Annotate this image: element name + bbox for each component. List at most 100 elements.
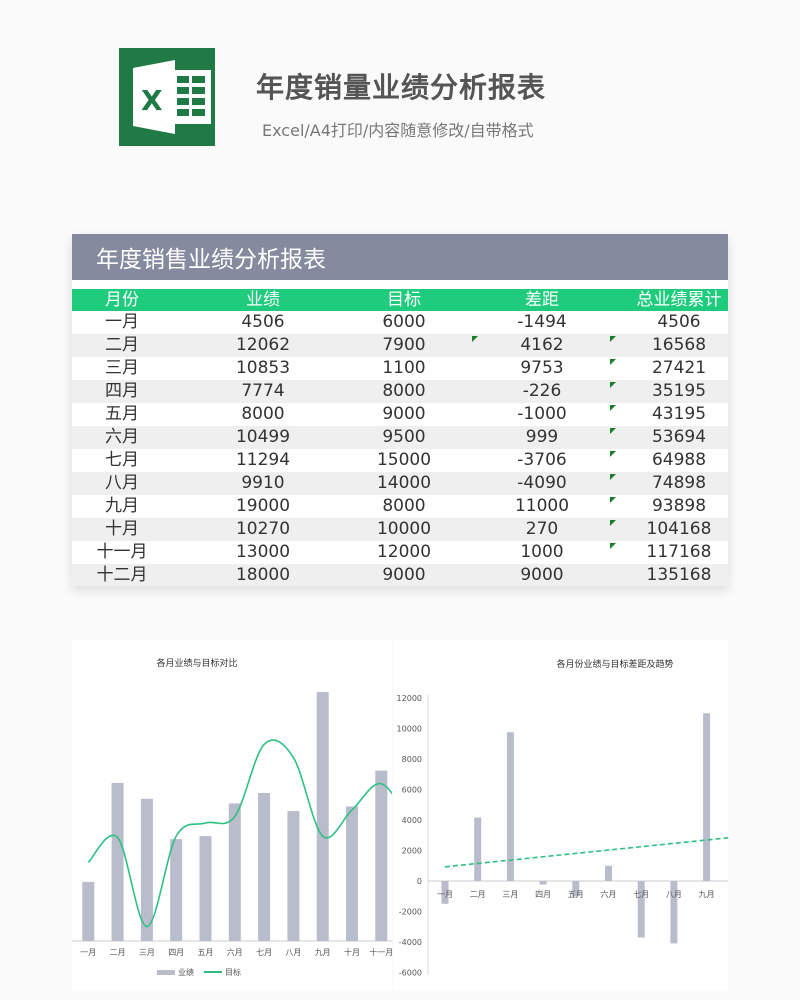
cell-sales: 19000 xyxy=(235,496,291,516)
cell-gap: -1494 xyxy=(517,312,567,332)
bar-sales xyxy=(346,806,358,941)
cell-cumulative: 64988 xyxy=(651,450,707,470)
error-indicator-icon xyxy=(610,474,616,480)
cell-month: 十二月 xyxy=(96,565,148,585)
cell-cumulative: 16568 xyxy=(651,335,707,355)
bar-sales xyxy=(82,881,95,941)
error-indicator-icon xyxy=(610,359,616,365)
table-row: 九月 19000 8000 11000 93898 xyxy=(72,495,728,518)
cell-target: 12000 xyxy=(376,542,432,562)
x-tick-label: 六月 xyxy=(601,889,617,899)
bar-gap xyxy=(703,713,711,881)
cell-target: 9000 xyxy=(382,404,426,424)
chart-svg: 各月业绩与目标对比一月二月三月四月五月六月七月八月九月十月十一月十二月业绩目标 xyxy=(72,657,392,977)
cell-sales: 10853 xyxy=(235,358,291,378)
cell-month: 十一月 xyxy=(96,542,148,562)
x-tick-label: 六月 xyxy=(227,947,243,957)
error-indicator-icon xyxy=(610,336,616,342)
cell-month: 一月 xyxy=(105,312,139,332)
bar-gap xyxy=(670,881,678,944)
bar-gap xyxy=(572,881,580,897)
cell-month: 九月 xyxy=(105,496,139,516)
error-indicator-icon xyxy=(610,405,616,411)
cell-month: 二月 xyxy=(105,335,139,355)
cell-sales: 10499 xyxy=(235,427,291,447)
cell-sales: 18000 xyxy=(235,565,291,585)
error-indicator-icon xyxy=(472,336,478,342)
cell-cumulative: 117168 xyxy=(646,542,712,562)
bar-gap xyxy=(539,881,547,885)
cell-target: 9500 xyxy=(382,427,426,447)
x-tick-label: 一月 xyxy=(437,890,453,899)
table-row: 十月 10270 10000 270 104168 xyxy=(72,518,728,541)
bar-gap xyxy=(637,881,645,938)
cell-target: 14000 xyxy=(376,473,432,493)
cell-target: 6000 xyxy=(382,312,426,332)
bar-sales xyxy=(111,782,124,941)
bar-sales xyxy=(170,839,183,941)
logo-letter: X xyxy=(141,84,163,117)
error-indicator-icon xyxy=(610,451,616,457)
cell-sales: 8000 xyxy=(241,404,285,424)
page-title: 年度销量业绩分析报表 xyxy=(256,71,547,104)
cell-month: 七月 xyxy=(105,450,139,470)
y-tick-label: 4000 xyxy=(402,816,422,825)
cell-cumulative: 135168 xyxy=(646,565,712,585)
col-month: 月份 xyxy=(105,290,139,310)
y-tick-label: 10000 xyxy=(397,725,422,734)
table-header: 月份 业绩 目标 差距 总业绩累计 xyxy=(72,289,728,311)
table-row: 五月 8000 9000 -1000 43195 xyxy=(72,403,728,426)
x-tick-label: 三月 xyxy=(139,948,155,957)
bar-sales xyxy=(258,792,271,941)
cell-cumulative: 104168 xyxy=(646,519,712,539)
error-indicator-icon xyxy=(610,497,616,503)
cell-cumulative: 4506 xyxy=(657,312,701,332)
cell-target: 15000 xyxy=(376,450,432,470)
table-row: 三月 10853 1100 9753 27421 xyxy=(72,357,728,380)
cell-target: 9000 xyxy=(382,565,426,585)
bar-sales xyxy=(199,836,212,941)
cell-gap: -226 xyxy=(522,381,562,401)
x-tick-label: 十月 xyxy=(344,947,360,957)
cell-gap: 9000 xyxy=(520,565,564,585)
cell-sales: 12062 xyxy=(235,335,291,355)
cell-gap: 9753 xyxy=(520,358,564,378)
table-row: 十二月 18000 9000 9000 135168 xyxy=(72,564,728,586)
chart-title: 各月业绩与目标对比 xyxy=(156,657,237,669)
cell-gap: 1000 xyxy=(520,542,564,562)
cell-sales: 10270 xyxy=(235,519,291,539)
cell-gap: 11000 xyxy=(514,496,570,516)
x-tick-label: 九月 xyxy=(699,890,715,899)
sales-table-panel: 年度销售业绩分析报表 月份 业绩 目标 差距 总业绩累计 一月 4506 6000 -… xyxy=(72,234,728,586)
cell-target: 8000 xyxy=(382,381,426,401)
bar-sales xyxy=(228,803,241,941)
bar-sales xyxy=(140,798,153,941)
legend-label-sales: 业绩 xyxy=(178,967,194,977)
error-indicator-icon xyxy=(610,382,616,388)
cell-gap: -3706 xyxy=(517,450,567,470)
y-tick-label: -4000 xyxy=(399,938,422,947)
y-tick-label: 0 xyxy=(417,877,422,886)
cell-sales: 13000 xyxy=(235,542,291,562)
gap-trend-chart: 各月份业绩与目标差距及趋势 12000 10000 8000 6000 4000 2000 0… xyxy=(394,640,728,990)
cell-gap: -1000 xyxy=(517,404,567,424)
table-row: 八月 9910 14000 -4090 74898 xyxy=(72,472,728,495)
cell-gap: 270 xyxy=(525,519,559,539)
legend-swatch-sales xyxy=(157,970,175,975)
excel-logo: X xyxy=(119,48,215,146)
y-tick-label: -2000 xyxy=(399,908,422,917)
bar-sales xyxy=(316,692,329,941)
col-gap: 差距 xyxy=(525,290,559,310)
x-tick-label: 三月 xyxy=(502,890,518,899)
y-tick-label: 6000 xyxy=(402,786,422,795)
x-tick-label: 十一月 xyxy=(369,947,392,957)
x-tick-label: 七月 xyxy=(256,948,272,957)
cell-sales: 7774 xyxy=(241,381,285,401)
cell-gap: 999 xyxy=(525,427,559,447)
cell-sales: 11294 xyxy=(235,450,291,470)
x-tick-label: 五月 xyxy=(198,948,214,957)
cell-gap: 4162 xyxy=(520,335,564,355)
table-row: 二月 12062 7900 4162 16568 xyxy=(72,334,728,357)
table-row: 十一月 13000 12000 1000 117168 xyxy=(72,541,728,564)
cell-month: 五月 xyxy=(105,404,139,424)
